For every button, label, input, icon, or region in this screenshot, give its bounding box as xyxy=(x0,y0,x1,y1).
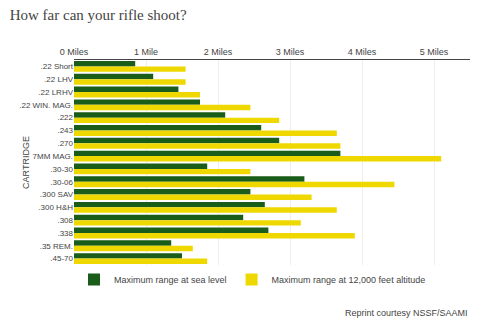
svg-text:5 Miles: 5 Miles xyxy=(420,47,449,57)
svg-text:.22 LRHV: .22 LRHV xyxy=(38,88,73,97)
svg-text:.243: .243 xyxy=(57,126,73,135)
svg-text:How far can your rifle shoot?: How far can your rifle shoot? xyxy=(10,7,187,23)
svg-text:.30-06: .30-06 xyxy=(50,178,73,187)
svg-text:1 Mile: 1 Mile xyxy=(134,47,158,57)
svg-text:.45-70: .45-70 xyxy=(50,254,73,263)
svg-text:Reprint courtesy NSSF/SAAMI: Reprint courtesy NSSF/SAAMI xyxy=(345,308,468,318)
svg-text:.270: .270 xyxy=(57,139,73,148)
svg-text:.308: .308 xyxy=(57,216,73,225)
svg-text:.22 WIN. MAG.: .22 WIN. MAG. xyxy=(19,101,73,110)
svg-text:.22 LHV: .22 LHV xyxy=(44,75,74,84)
svg-text:.300 SAV: .300 SAV xyxy=(40,190,74,199)
svg-text:.30-30: .30-30 xyxy=(50,165,73,174)
svg-text:CARTRIDGE: CARTRIDGE xyxy=(21,136,31,189)
svg-text:.35 REM.: .35 REM. xyxy=(40,242,73,251)
svg-text:Maximum range at sea level: Maximum range at sea level xyxy=(114,275,227,285)
svg-text:0 Miles: 0 Miles xyxy=(60,47,89,57)
svg-text:Maximum range at 12,000 feet a: Maximum range at 12,000 feet altitude xyxy=(272,275,426,285)
svg-text:7MM MAG.: 7MM MAG. xyxy=(33,152,73,161)
svg-text:.22 Short: .22 Short xyxy=(41,62,74,71)
svg-text:.300 H&H: .300 H&H xyxy=(38,203,73,212)
svg-text:.338: .338 xyxy=(57,229,73,238)
svg-text:3 Miles: 3 Miles xyxy=(276,47,305,57)
svg-text:4 Miles: 4 Miles xyxy=(348,47,377,57)
svg-text:.222: .222 xyxy=(57,113,73,122)
svg-text:2 Miles: 2 Miles xyxy=(204,47,233,57)
